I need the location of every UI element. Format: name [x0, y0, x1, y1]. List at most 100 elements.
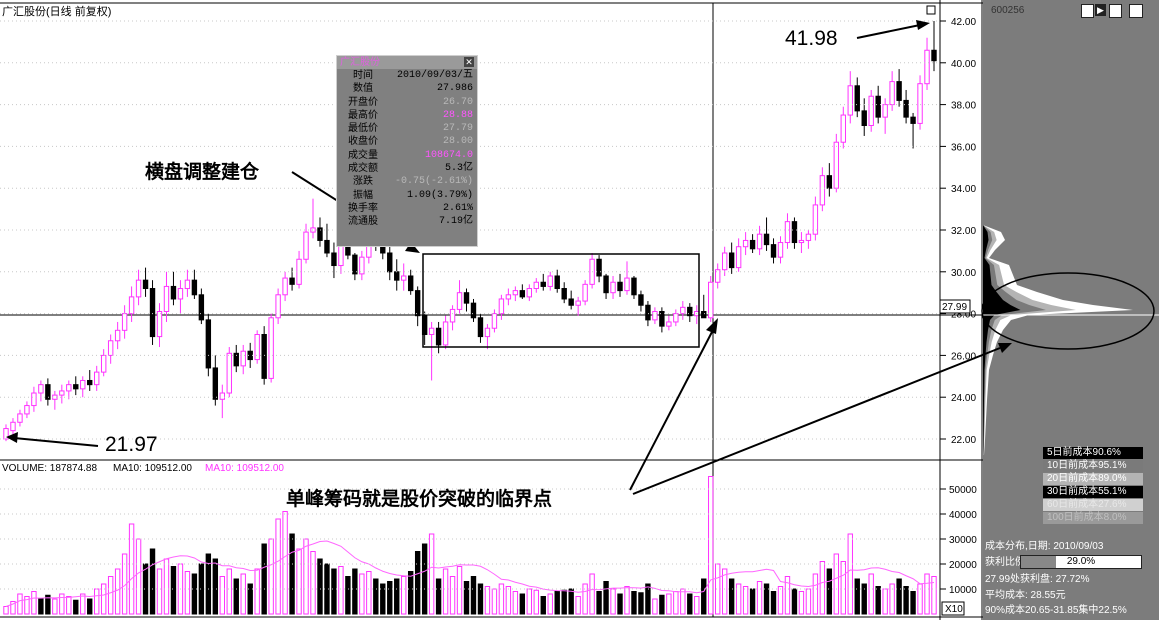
volume-bar: [505, 586, 512, 615]
volume-bar: [589, 573, 595, 615]
flag-right-icon[interactable]: [1109, 4, 1122, 18]
single-peak-ellipse: [981, 272, 1155, 350]
candle-body: [449, 308, 456, 323]
candle-body: [735, 246, 742, 269]
candle-body: [226, 352, 232, 394]
candle-body: [352, 254, 358, 275]
volume-bar: [359, 573, 365, 615]
cost-band-row[interactable]: 100日前成本8.0%: [1043, 512, 1143, 524]
candle-body: [470, 302, 477, 319]
data-tooltip-window[interactable]: 广汇股份 ✕ 时间 2010/09/03/五 数值 27.986 开盘价 26.70 最高价 2…: [336, 55, 478, 247]
candle-body: [721, 252, 728, 271]
low-arrowhead: [6, 432, 18, 443]
volume-bar: [128, 523, 135, 615]
candle-body: [917, 83, 923, 124]
close-icon[interactable]: ✕: [464, 57, 474, 67]
tooltip-value: 2.61%: [442, 202, 473, 214]
candle-body: [435, 327, 442, 346]
volume-bar: [568, 588, 574, 615]
volume-tick-label: 20000: [949, 560, 977, 571]
volume-bar: [561, 589, 567, 615]
candle-body: [219, 392, 226, 400]
volume-bar: [456, 566, 463, 615]
volume-bar: [735, 583, 742, 615]
candle-body: [617, 281, 623, 292]
play-icon[interactable]: ▶: [1095, 4, 1106, 16]
volume-bar: [554, 591, 560, 615]
price-tick-label: 26.00: [951, 351, 976, 362]
candle-body: [484, 327, 491, 338]
volume-bar: [205, 553, 212, 615]
cost-band-row[interactable]: 30日前成本55.1%: [1043, 486, 1143, 498]
candle-body: [401, 275, 407, 281]
volume-bar: [212, 558, 219, 615]
tooltip-value: 28.88: [442, 109, 473, 121]
price-tick-label: 24.00: [951, 393, 976, 404]
candle-body: [407, 275, 414, 292]
volume-bar: [87, 598, 93, 615]
volume-bar: [282, 511, 288, 615]
volume-bar: [219, 576, 226, 615]
volume-bar: [247, 583, 253, 615]
candle-body: [875, 95, 881, 118]
volume-bar: [798, 591, 805, 615]
volume-bar: [317, 558, 323, 615]
candle-body: [394, 271, 400, 281]
tooltip-row: 最高价 28.88: [337, 109, 477, 122]
tooltip-header[interactable]: 广汇股份 ✕: [337, 56, 477, 69]
volume-bar: [226, 568, 232, 615]
volume-bar: [24, 596, 30, 615]
cost-band-row[interactable]: 10日前成本95.1%: [1043, 460, 1143, 472]
cost-band-row[interactable]: 60日前成本27.6%: [1043, 499, 1143, 511]
tooltip-row: 时间 2010/09/03/五: [337, 69, 477, 82]
candle-body: [121, 313, 128, 331]
volume-bar: [331, 568, 337, 615]
volume-bar: [345, 576, 351, 615]
cost-band-row[interactable]: 5日前成本90.6%: [1043, 447, 1143, 459]
volume-bar: [442, 568, 449, 615]
candle-body: [631, 277, 637, 296]
flag-icon[interactable]: [1081, 4, 1094, 18]
candle-body: [749, 239, 756, 250]
candle-body: [456, 292, 463, 310]
volume-bar: [38, 598, 44, 615]
price-tick-label: 28.00: [951, 310, 976, 321]
tooltip-value: -0.75(-2.61%): [394, 176, 473, 188]
candle-body: [687, 306, 693, 317]
candle-body: [463, 292, 470, 304]
candle-body: [191, 279, 198, 296]
consolidation-arrowhead: [405, 242, 420, 253]
volume-bar: [240, 573, 246, 615]
volume-label: VOLUME: 187874.88: [2, 463, 97, 474]
volume-bar: [470, 576, 477, 615]
candle-body: [10, 421, 16, 432]
volume-bar: [819, 561, 826, 615]
volume-ma10-label: MA10: 109512.00: [205, 463, 284, 474]
candle-body: [896, 81, 902, 101]
profit-ratio-value: 29.0%: [1066, 556, 1096, 567]
high-price-annotation: 41.98: [785, 27, 838, 50]
volume-bar: [296, 548, 302, 615]
volume-bar: [163, 558, 170, 615]
candle-body: [275, 294, 281, 319]
volume-bar: [414, 551, 421, 615]
candle-body: [73, 384, 79, 390]
candle-body: [94, 371, 100, 386]
cost-summary-line1: 成本分布,日期: 2010/09/03: [985, 541, 1104, 552]
candle-body: [428, 327, 435, 336]
tooltip-row: 涨跌 -0.75(-2.61%): [337, 175, 477, 188]
tooltip-key: 涨跌: [353, 176, 373, 188]
volume-bar: [10, 601, 16, 615]
volume-bar: [624, 586, 630, 615]
cost-band-row[interactable]: 20日前成本89.0%: [1043, 473, 1143, 485]
volume-bar: [924, 573, 930, 615]
volume-bar: [659, 594, 665, 615]
tooltip-value: 27.986: [436, 83, 473, 95]
volume-bar: [380, 583, 386, 615]
volume-tick-label: 50000: [949, 485, 977, 496]
candle-body: [840, 114, 846, 143]
candle-body: [512, 290, 519, 296]
window-icon[interactable]: [1129, 4, 1143, 18]
volume-bar: [107, 576, 114, 615]
volume-bar: [687, 593, 693, 615]
